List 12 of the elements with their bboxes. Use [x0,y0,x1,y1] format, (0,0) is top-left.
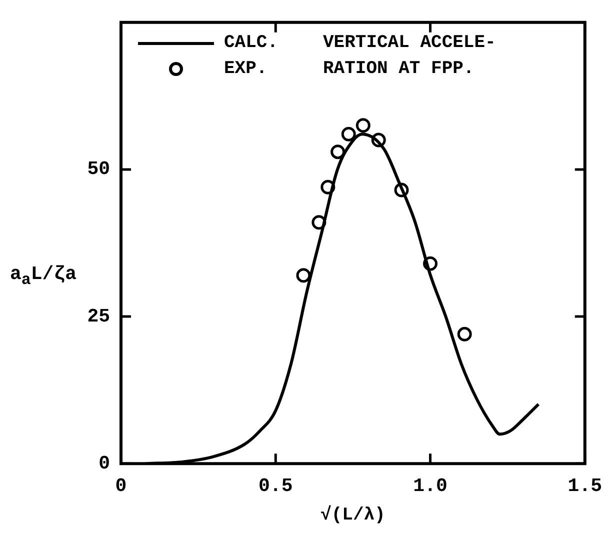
legend-label: CALC. [224,33,278,53]
y-tick-label: 25 [87,305,110,328]
x-tick-label: 0.5 [258,474,293,497]
x-tick-label: 1.0 [413,474,448,497]
y-axis-title: a$_{a}$L/ζa [10,263,77,289]
x-axis-title: √(L/λ) [320,504,386,526]
legend-label: EXP. [224,59,268,79]
y-tick-label: 0 [98,452,110,474]
x-tick-label: 0 [115,474,127,497]
annotation: VERTICAL ACCELE- RATION AT FPP. [323,32,496,81]
x-tick-label: 1.5 [568,474,602,497]
y-tick-label: 50 [87,158,110,180]
